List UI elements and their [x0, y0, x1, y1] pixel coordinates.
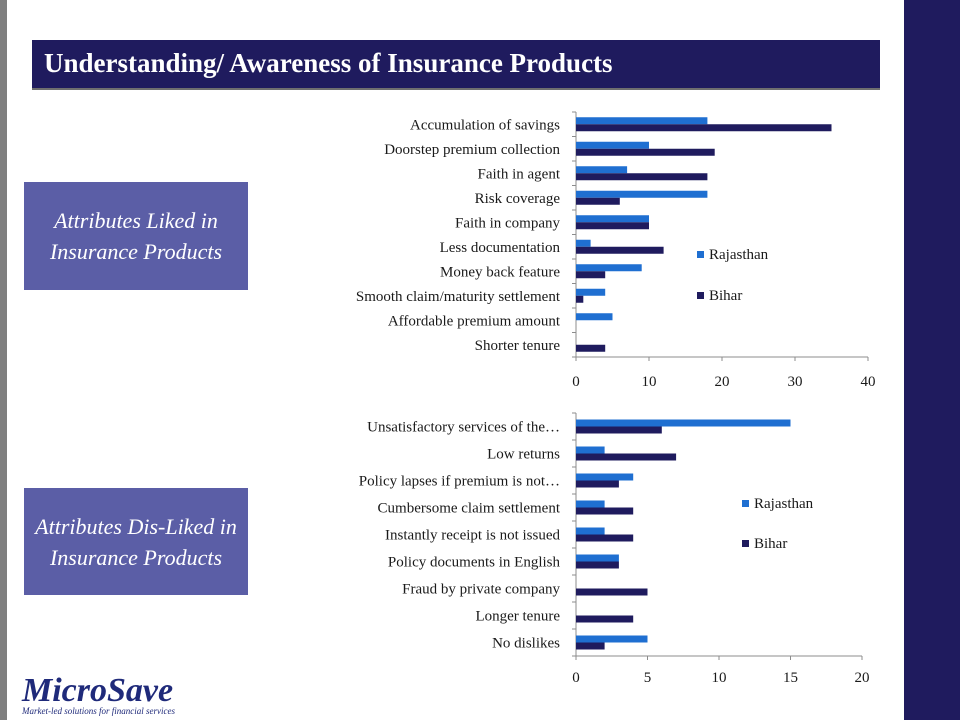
- chart-1-category-label: Less documentation: [440, 240, 561, 256]
- chart-1-bar-bihar: [576, 344, 606, 352]
- chart-2-bar-bihar: [576, 561, 619, 569]
- chart-1-bar-bihar: [576, 124, 832, 132]
- chart-2-bar-bihar: [576, 480, 619, 488]
- chart-2-bar-rajasthan: [576, 419, 791, 427]
- chart-2-bar-bihar: [576, 534, 634, 542]
- chart-2-category-label: Policy lapses if premium is not…: [359, 474, 560, 490]
- chart-1-bar-bihar: [576, 148, 715, 156]
- chart-1-category-label: Money back feature: [440, 264, 560, 280]
- disliked-attributes-label: Attributes Dis-Liked in Insurance Produc…: [35, 513, 237, 570]
- chart-1-category-label: Smooth claim/maturity settlement: [356, 289, 561, 305]
- chart-2-bar-bihar: [576, 426, 662, 434]
- chart-2-bar-bihar: [576, 642, 605, 650]
- microsave-logo: MicroSave Market-led solutions for finan…: [22, 672, 175, 717]
- chart-2-bar-rajasthan: [576, 500, 605, 508]
- chart-2-category-label: Fraud by private company: [402, 582, 560, 598]
- chart-2-category-label: Longer tenure: [475, 609, 560, 625]
- slide-title: Understanding/ Awareness of Insurance Pr…: [44, 48, 613, 78]
- left-edge-strip: [0, 0, 7, 720]
- chart-1-bar-rajasthan: [576, 190, 708, 198]
- disliked-attributes-box: Attributes Dis-Liked in Insurance Produc…: [24, 488, 248, 595]
- chart-2-x-tick-label: 0: [572, 670, 580, 686]
- title-bar: Understanding/ Awareness of Insurance Pr…: [32, 40, 880, 90]
- chart-2-category-label: Unsatisfactory services of the…: [367, 420, 560, 436]
- chart-1-bar-rajasthan: [576, 166, 628, 174]
- chart-2-category-label: Instantly receipt is not issued: [385, 528, 560, 544]
- chart-2-bar-rajasthan: [576, 635, 648, 643]
- chart-2-bar-bihar: [576, 615, 634, 623]
- chart-2-bar-rajasthan: [576, 527, 605, 535]
- chart-2-legend-swatch-bihar: [742, 540, 749, 547]
- chart-1-legend-label-bihar: Bihar: [709, 288, 742, 304]
- chart-1-bar-bihar: [576, 246, 664, 254]
- chart-1-bar-bihar: [576, 222, 649, 230]
- chart-1-x-tick-label: 20: [715, 374, 730, 390]
- chart-1-category-label: Accumulation of savings: [410, 117, 560, 133]
- chart-2-bar-bihar: [576, 588, 648, 596]
- chart-1-category-label: Faith in agent: [478, 166, 561, 182]
- chart-1-x-tick-label: 0: [572, 374, 580, 390]
- chart-2-x-tick-label: 20: [855, 670, 870, 686]
- chart-2-legend-swatch-rajasthan: [742, 500, 749, 507]
- chart-1-category-label: Affordable premium amount: [388, 313, 561, 329]
- chart-1-x-tick-label: 10: [642, 374, 657, 390]
- chart-1-bar-rajasthan: [576, 313, 613, 321]
- chart-1-legend-swatch-rajasthan: [697, 251, 704, 258]
- chart-1-legend-swatch-bihar: [697, 292, 704, 299]
- chart-1-category-label: Risk coverage: [475, 191, 561, 207]
- chart-1-bar-bihar: [576, 295, 584, 303]
- chart-1-bar-bihar: [576, 271, 606, 279]
- chart-1-bar-rajasthan: [576, 288, 606, 296]
- chart-1-legend-label-rajasthan: Rajasthan: [709, 247, 769, 263]
- chart-2-category-label: Low returns: [487, 447, 560, 463]
- chart-1-bar-rajasthan: [576, 264, 642, 272]
- chart-2-category-label: No dislikes: [492, 636, 560, 652]
- chart-1-bar-rajasthan: [576, 141, 649, 149]
- chart-1-category-label: Doorstep premium collection: [384, 142, 560, 158]
- chart-1-category-label: Shorter tenure: [475, 338, 561, 354]
- chart-2-x-tick-label: 5: [644, 670, 652, 686]
- chart-2-bar-rajasthan: [576, 473, 634, 481]
- chart-2-bar-rajasthan: [576, 446, 605, 454]
- chart-1-bar-rajasthan: [576, 239, 591, 247]
- chart-2-bar-bihar: [576, 507, 634, 515]
- chart-1-bar-rajasthan: [576, 215, 649, 223]
- chart-2-bar-rajasthan: [576, 554, 619, 562]
- liked-attributes-label: Attributes Liked in Insurance Products: [49, 208, 223, 264]
- chart-2-x-tick-label: 10: [712, 670, 727, 686]
- chart-1-x-tick-label: 40: [861, 374, 876, 390]
- chart-1-bar-bihar: [576, 197, 620, 205]
- chart-1-bar-bihar: [576, 173, 708, 181]
- liked-attributes-box: Attributes Liked in Insurance Products: [24, 182, 248, 290]
- chart-2-category-label: Cumbersome claim settlement: [378, 501, 561, 517]
- logo-tagline: Market-led solutions for financial servi…: [22, 706, 175, 716]
- chart-2-legend-label-rajasthan: Rajasthan: [754, 496, 814, 512]
- chart-2-category-label: Policy documents in English: [388, 555, 561, 571]
- chart-2-legend-label-bihar: Bihar: [754, 536, 787, 552]
- chart-1-bar-rajasthan: [576, 117, 708, 125]
- chart-2-x-tick-label: 15: [783, 670, 798, 686]
- chart-2-bar-bihar: [576, 453, 677, 461]
- chart-1-x-tick-label: 30: [788, 374, 803, 390]
- chart-1-category-label: Faith in company: [455, 215, 560, 231]
- logo-name: MicroSave: [22, 672, 174, 709]
- right-decorative-band: [904, 0, 960, 720]
